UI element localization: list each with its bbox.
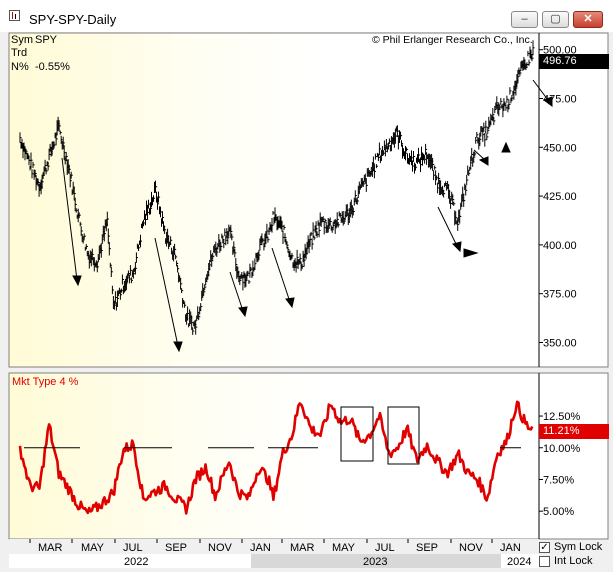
sym-lock-checkbox[interactable]: ✓ [539, 542, 550, 553]
arrowhead [478, 156, 489, 166]
month-label: JAN [250, 542, 271, 554]
price-tick-label: 350.00 [543, 337, 577, 349]
arrowhead [238, 306, 248, 318]
down-arrow [61, 157, 78, 281]
down-arrow [271, 247, 291, 303]
sym-label: Sym [11, 34, 33, 46]
price-panel-bg [9, 33, 539, 367]
n-pct-label: N% [11, 61, 29, 73]
minimize-icon: – [521, 13, 528, 25]
month-label: JAN [500, 542, 521, 554]
arrowhead [72, 275, 82, 287]
down-arrow [154, 237, 179, 347]
down-arrow [437, 206, 458, 247]
indicator-axis-ticks: 12.50% 10.00% 7.50% 5.00% [539, 411, 581, 518]
month-label: MAR [38, 542, 63, 554]
price-series [19, 40, 535, 335]
year-band-2022 [9, 554, 251, 568]
price-axis-bg [539, 33, 608, 367]
annotation-box [387, 406, 420, 465]
indicator-axis-bg [539, 373, 608, 539]
sym-lock-label: Sym Lock [554, 541, 603, 553]
price-panel-border [8, 32, 609, 368]
month-label: MAY [81, 542, 105, 554]
price-tick-label: 450.00 [543, 142, 577, 154]
arrowhead [542, 96, 553, 107]
year-band-2023 [251, 554, 501, 568]
minimize-button[interactable]: – [511, 11, 538, 28]
indicator-title: Mkt Type 4 % [12, 376, 79, 388]
close-icon: ✕ [583, 13, 593, 25]
trd-label: Trd [11, 47, 28, 59]
month-label: JUL [375, 542, 395, 554]
indicator-value-tag: 11.21% [539, 424, 609, 439]
month-label: NOV [459, 542, 483, 554]
int-lock-checkbox[interactable] [539, 556, 550, 567]
arrowhead [452, 241, 462, 253]
month-label: NOV [208, 542, 232, 554]
up-arrowhead [501, 141, 511, 153]
month-label: MAY [332, 542, 356, 554]
last-price-tag: 496.76 [539, 54, 609, 69]
restore-button[interactable]: ▢ [542, 11, 569, 28]
year-band-2024 [501, 554, 539, 568]
indicator-series [18, 400, 534, 515]
month-label: SEP [416, 542, 439, 554]
sym-value: SPY [35, 34, 58, 46]
month-label: JUL [123, 542, 143, 554]
indicator-tick-label: 12.50% [543, 411, 581, 423]
indicator-tick-label: 7.50% [543, 474, 574, 486]
arrowhead [173, 341, 183, 353]
x-axis-ticks [29, 539, 493, 543]
year-label-2024: 2024 [507, 556, 532, 568]
annotation-arrows [61, 79, 553, 353]
year-label-2022: 2022 [124, 556, 149, 568]
down-arrow [532, 79, 549, 101]
x-axis-band [9, 539, 539, 554]
indicator-line [18, 400, 534, 515]
close-button[interactable]: ✕ [573, 11, 603, 28]
checkmark-icon: ✓ [540, 542, 549, 553]
year-label-2023: 2023 [363, 556, 388, 568]
down-arrow [229, 271, 244, 312]
indicator-tick-label: 10.00% [543, 443, 581, 455]
arrowhead [285, 297, 295, 309]
n-pct-value: -0.55% [35, 61, 70, 73]
indicator-tick-label: 5.00% [543, 506, 574, 518]
month-label: SEP [165, 542, 188, 554]
chart-app-icon [9, 10, 20, 21]
right-arrowhead [463, 248, 479, 258]
price-tick-label: 500.00 [543, 45, 577, 57]
price-axis-ticks: 500.00475.00450.00425.00400.00375.00350.… [539, 45, 577, 349]
window-title-bar: SPY-SPY-Daily – ▢ ✕ [0, 0, 613, 32]
month-label: MAR [290, 542, 315, 554]
price-tick-label: 425.00 [543, 191, 577, 203]
copyright-text: © Phil Erlanger Research Co., Inc. [372, 34, 533, 46]
price-tick-label: 400.00 [543, 240, 577, 252]
price-tick-label: 375.00 [543, 289, 577, 301]
window-title: SPY-SPY-Daily [29, 12, 117, 27]
annotation-box [340, 406, 374, 462]
restore-icon: ▢ [550, 13, 561, 25]
int-lock-label: Int Lock [554, 555, 593, 567]
